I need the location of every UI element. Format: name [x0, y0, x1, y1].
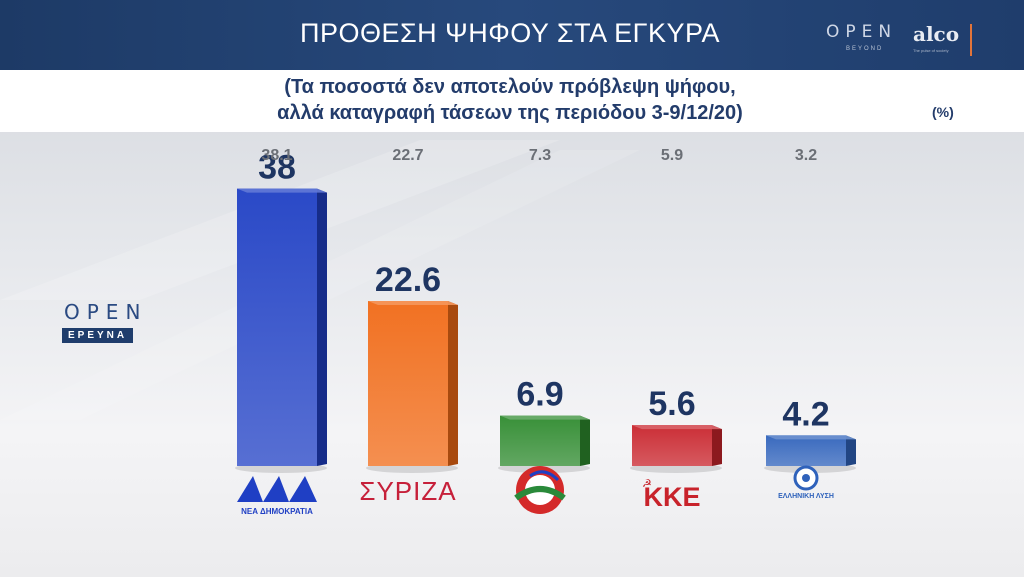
previous-value-label: 22.7 [392, 147, 423, 164]
bar [237, 188, 317, 466]
open-erevna-wordmark: OPEN [64, 300, 148, 324]
chart-subtitle: (Τα ποσοστά δεν αποτελούν πρόβλεψη ψήφου… [180, 74, 840, 126]
subtitle-band: (Τα ποσοστά δεν αποτελούν πρόβλεψη ψήφου… [0, 70, 1024, 132]
bar-top [368, 301, 458, 306]
bar-value-label: 22.6 [375, 261, 441, 299]
nd-logo-mark [263, 476, 289, 502]
alco-logo: alco [913, 22, 960, 46]
kinal-logo-mark [514, 486, 566, 501]
kke-hammer-sickle-icon: ☭ [642, 477, 652, 490]
bar-value-label: 4.2 [782, 395, 829, 433]
bar-side [712, 425, 722, 466]
bar-side [846, 435, 856, 466]
unit-label: (%) [932, 104, 954, 120]
bar-side [448, 301, 458, 466]
subtitle-line-1: (Τα ποσοστά δεν αποτελούν πρόβλεψη ψήφου… [284, 76, 736, 98]
kinal-logo-mark [529, 470, 560, 482]
previous-value-label: 3.2 [795, 147, 817, 164]
open-beyond-logo: OPEN [826, 22, 898, 42]
alco-tagline: The pulse of society [913, 48, 949, 53]
bar-side [580, 415, 590, 466]
bar [500, 415, 580, 466]
bar-value-label: 5.6 [648, 385, 695, 423]
elliniki-lysi-logo-text: ΕΛΛΗΝΙΚΗ ΛΥΣΗ [778, 493, 834, 500]
bar-top [766, 435, 856, 440]
bar [766, 435, 846, 466]
bar-value-label: 38 [258, 149, 296, 187]
bar-top [237, 188, 327, 193]
nd-logo-mark [237, 476, 263, 502]
nd-logo-mark [289, 476, 317, 502]
open-erevna-label: ΕΡΕΥΝΑ [62, 328, 134, 343]
open-erevna-logo: OPEN ΕΡΕΥΝΑ [62, 300, 147, 343]
bar [368, 301, 448, 466]
chart-title: ΠΡΟΘΕΣΗ ΨΗΦΟΥ ΣΤΑ ΕΓΚΥΡΑ [299, 18, 721, 48]
bar-top [632, 425, 722, 430]
nd-logo-text: ΝΕΑ ΔΗΜΟΚΡΑΤΙΑ [241, 507, 313, 516]
header-bar: ΠΡΟΘΕΣΗ ΨΗΦΟΥ ΣΤΑ ΕΓΚΥΡΑ OPEN BEYOND alc… [0, 0, 1024, 70]
bar-value-label: 6.9 [516, 376, 563, 414]
bar-top [500, 415, 590, 420]
syriza-logo-text: ΣΥΡΙΖΑ [359, 476, 456, 506]
open-beyond-tagline: BEYOND [846, 46, 884, 52]
previous-value-label: 7.3 [529, 147, 551, 164]
subtitle-line-2: αλλά καταγραφή τάσεων της περιόδου 3-9/1… [277, 102, 743, 124]
previous-value-label: 5.9 [661, 147, 683, 164]
previous-value-label: 38.1 [261, 147, 292, 164]
bar-side [317, 188, 327, 466]
brand-accent-bar [970, 24, 972, 56]
elliniki-lysi-logo-mark [802, 474, 810, 482]
kke-logo-text: ΚΚΕ [643, 482, 700, 512]
bar [632, 425, 712, 466]
